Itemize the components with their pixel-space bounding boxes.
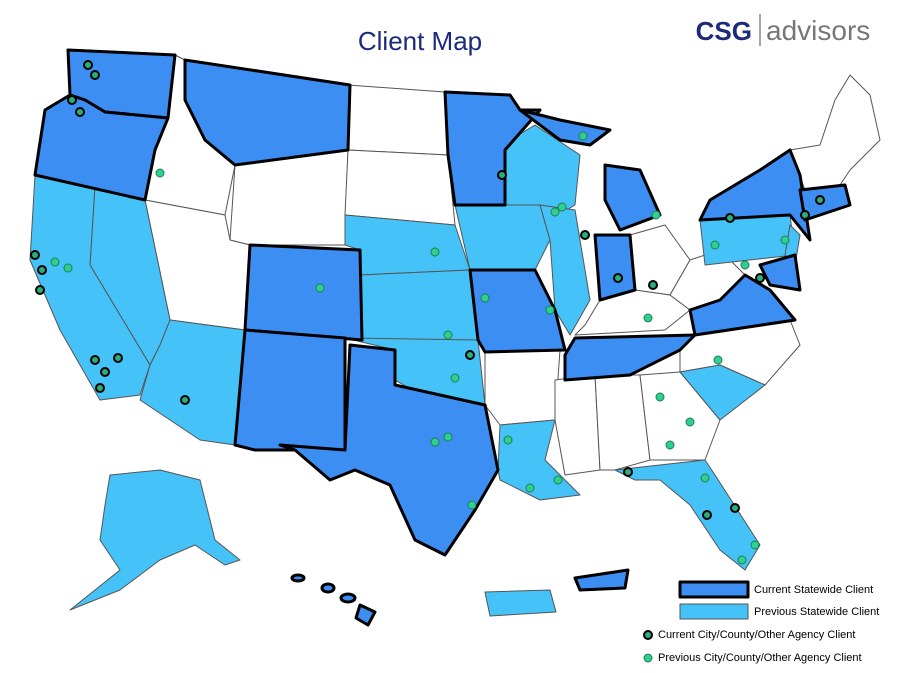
dot (780, 235, 790, 245)
dot (503, 435, 513, 445)
dot (95, 383, 105, 393)
legend-label: Previous Statewide Client (754, 606, 879, 618)
dot (35, 285, 45, 295)
dot (30, 250, 40, 260)
dot (755, 273, 765, 283)
state (518, 108, 612, 147)
dot (545, 305, 555, 315)
dot (465, 350, 475, 360)
legend-swatch (678, 580, 750, 599)
dot (578, 131, 588, 141)
logo-brand: CSG (696, 16, 752, 46)
dot (725, 213, 735, 223)
dot (740, 260, 750, 270)
dot (737, 555, 747, 565)
state (183, 58, 352, 167)
dot (430, 437, 440, 447)
states (29, 48, 881, 627)
state (539, 204, 591, 336)
state (688, 273, 797, 337)
dot (75, 107, 85, 117)
dot (180, 395, 190, 405)
state (468, 268, 567, 354)
legend-label: Current City/County/Other Agency Client (658, 629, 855, 641)
state (758, 253, 802, 292)
state (33, 93, 170, 202)
dot (443, 432, 453, 442)
dot (63, 263, 73, 273)
dot (623, 467, 633, 477)
state (347, 84, 449, 156)
state (614, 459, 761, 571)
dot (665, 440, 675, 450)
dot (67, 95, 77, 105)
dot (113, 353, 123, 363)
map-title: Client Map (358, 26, 482, 56)
dot (553, 475, 563, 485)
dot (315, 283, 325, 293)
dot (550, 207, 560, 217)
dot (651, 210, 661, 220)
state (789, 74, 881, 191)
territory (573, 568, 630, 592)
dot (710, 240, 720, 250)
dot (443, 330, 453, 340)
legend-swatch (679, 603, 749, 620)
dot (648, 280, 658, 290)
state (593, 233, 637, 302)
client-dots (30, 60, 825, 565)
state (359, 269, 479, 341)
dot (700, 473, 710, 483)
dot (655, 392, 665, 402)
legend-label: Previous City/County/Other Agency Client (658, 652, 862, 664)
dot (643, 313, 653, 323)
state (69, 469, 241, 611)
dot (50, 257, 60, 267)
dot (750, 540, 760, 550)
dot (37, 265, 47, 275)
state (278, 343, 500, 557)
legend: Current Statewide Client Previous Statew… (643, 580, 879, 664)
dot (702, 510, 712, 520)
dot (90, 355, 100, 365)
state (233, 328, 347, 452)
state (603, 163, 662, 232)
dot (580, 230, 590, 240)
dot (800, 210, 810, 220)
dot (730, 503, 740, 513)
dot (100, 367, 110, 377)
legend-dot (643, 630, 653, 640)
legend-dot (643, 653, 653, 663)
dot (557, 202, 567, 212)
dot (613, 273, 623, 283)
territory (484, 589, 557, 617)
dot (467, 500, 477, 510)
state (29, 174, 151, 401)
dot (480, 293, 490, 303)
state (443, 90, 542, 207)
dot (497, 170, 507, 180)
hawaii (290, 573, 377, 627)
dot (430, 247, 440, 257)
state (344, 149, 456, 226)
dot (450, 373, 460, 383)
legend-label: Current Statewide Client (754, 584, 873, 596)
state (798, 183, 852, 222)
state (554, 374, 601, 476)
dot (155, 168, 165, 178)
dot (713, 355, 723, 365)
state (679, 364, 766, 421)
dot (525, 483, 535, 493)
state (454, 204, 551, 271)
state (484, 349, 561, 426)
state (563, 333, 697, 382)
logo-tagline: advisors (766, 15, 870, 46)
state (243, 243, 364, 342)
dot (685, 417, 695, 427)
dot (815, 195, 825, 205)
dot (83, 60, 93, 70)
dot (90, 70, 100, 80)
